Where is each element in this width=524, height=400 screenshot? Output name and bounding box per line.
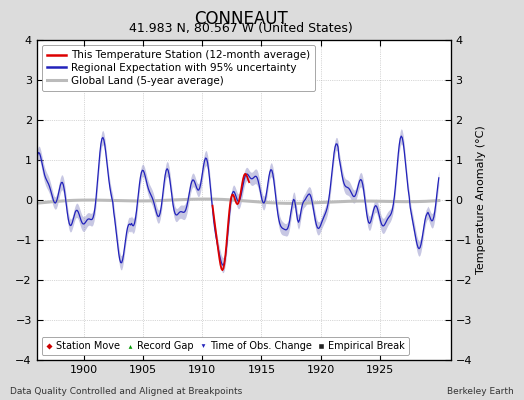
Text: Berkeley Earth: Berkeley Earth [447,387,514,396]
Text: Data Quality Controlled and Aligned at Breakpoints: Data Quality Controlled and Aligned at B… [10,387,243,396]
Text: CONNEAUT: CONNEAUT [194,10,288,28]
Text: 41.983 N, 80.567 W (United States): 41.983 N, 80.567 W (United States) [129,22,353,35]
Legend: Station Move, Record Gap, Time of Obs. Change, Empirical Break: Station Move, Record Gap, Time of Obs. C… [41,337,409,355]
Y-axis label: Temperature Anomaly (°C): Temperature Anomaly (°C) [476,126,486,274]
